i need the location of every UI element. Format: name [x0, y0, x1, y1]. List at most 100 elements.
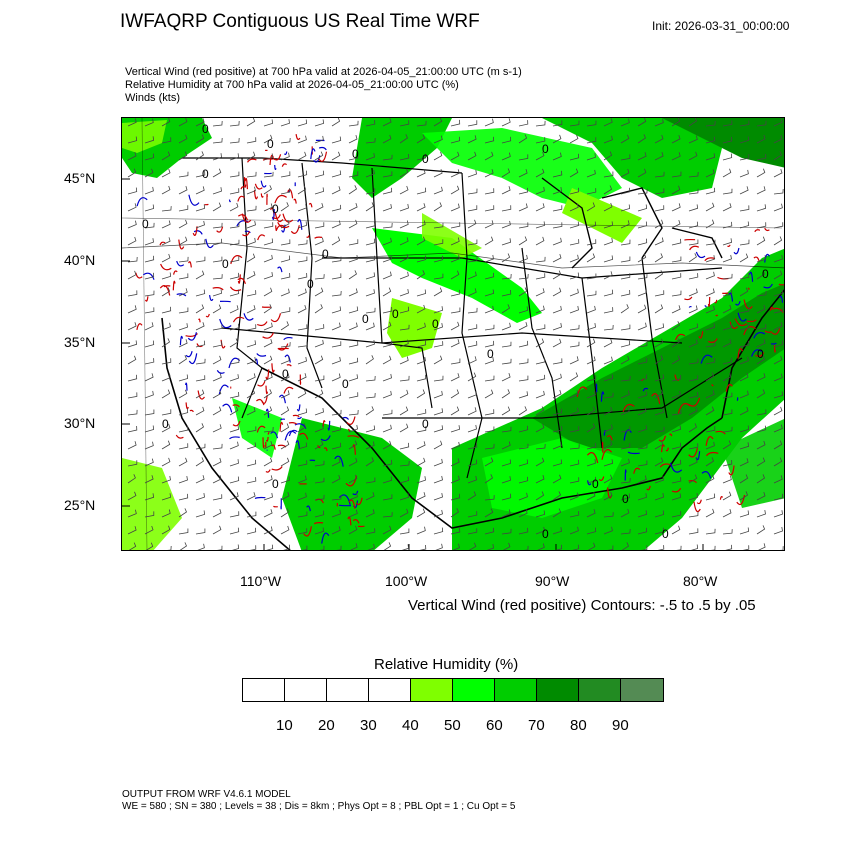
wind-barb	[314, 274, 325, 280]
wind-barb	[280, 272, 291, 280]
wind-barb	[280, 406, 290, 416]
wind-barb	[246, 511, 257, 518]
vertical-wind-contour	[256, 353, 267, 357]
wind-barb	[348, 255, 358, 263]
wind-barb	[654, 219, 664, 229]
wind-barb	[569, 444, 580, 450]
vertical-wind-contour	[715, 314, 719, 317]
wind-barb	[365, 272, 376, 280]
wind-barb	[739, 273, 750, 280]
wind-barb	[419, 544, 427, 550]
wind-barb	[297, 389, 307, 399]
contour-zero-label: 0	[142, 217, 149, 231]
wind-barb	[178, 374, 189, 382]
wind-barb	[501, 528, 512, 535]
wind-barb	[297, 475, 307, 484]
vertical-wind-contour	[733, 247, 740, 255]
wind-barb	[263, 440, 273, 450]
wind-barb	[621, 542, 630, 550]
wind-barb	[722, 203, 732, 212]
vertical-wind-contour	[342, 416, 350, 420]
wind-barb	[314, 254, 324, 263]
vertical-wind-contour	[719, 496, 724, 500]
vertical-wind-contour	[688, 447, 698, 458]
wind-barb	[195, 457, 205, 467]
wind-barb	[280, 491, 290, 501]
vertical-wind-contour	[318, 151, 328, 162]
wind-barb	[620, 508, 630, 518]
footer-config: WE = 580 ; SN = 380 ; Levels = 38 ; Dis …	[122, 801, 516, 812]
vertical-wind-contour	[205, 238, 214, 249]
wind-barb	[314, 408, 324, 416]
wind-barb	[161, 306, 172, 314]
wind-barb	[688, 288, 698, 297]
wind-barb	[399, 185, 409, 195]
wind-barb	[127, 474, 136, 484]
wind-barb	[246, 356, 256, 365]
wind-barb	[331, 118, 341, 127]
vertical-wind-contour	[696, 499, 702, 505]
wind-barb	[314, 202, 324, 212]
wind-barb	[450, 254, 460, 263]
vertical-wind-contour	[606, 435, 613, 441]
wind-barb	[501, 136, 512, 144]
wind-barb	[535, 120, 546, 127]
wind-barb	[637, 460, 648, 467]
wind-barb	[691, 544, 699, 550]
wind-barb	[416, 526, 426, 535]
wind-barb	[195, 340, 206, 348]
wind-barb	[756, 339, 766, 348]
wind-barb	[229, 188, 240, 195]
wind-barb	[688, 151, 698, 161]
wind-barb	[433, 458, 443, 467]
vertical-wind-contour	[624, 469, 627, 481]
wind-barb	[197, 543, 205, 550]
vertical-wind-contour	[737, 348, 744, 359]
vertical-wind-contour	[218, 384, 229, 395]
wind-barb	[450, 307, 461, 314]
vertical-wind-contour	[265, 385, 268, 395]
wind-barb	[620, 375, 631, 382]
wind-barb	[756, 154, 767, 161]
legend-label: 60	[486, 717, 503, 734]
wind-barb	[246, 442, 257, 450]
wind-barb	[212, 289, 223, 297]
wind-barb	[484, 409, 495, 416]
wind-barb	[331, 186, 341, 195]
wind-barb	[433, 493, 443, 501]
wind-barb	[144, 255, 155, 263]
wind-barb	[280, 508, 289, 518]
wind-barb	[127, 409, 138, 416]
vertical-wind-contour	[755, 352, 765, 357]
lat-label-30n: 30°N	[64, 415, 96, 431]
wind-barb	[212, 443, 223, 450]
wind-barb	[467, 271, 477, 280]
wind-barb	[654, 323, 665, 331]
wind-barb	[586, 221, 597, 229]
wind-barb	[161, 457, 171, 467]
vertical-wind-contour	[179, 335, 184, 346]
wind-barb	[535, 423, 545, 433]
wind-barb	[756, 168, 766, 178]
wind-barb	[773, 188, 784, 195]
vertical-wind-contour	[708, 338, 718, 343]
wind-barb	[382, 373, 392, 382]
wind-barb	[637, 527, 648, 535]
wind-barb	[127, 392, 138, 399]
wind-barb	[314, 375, 325, 382]
wind-barb	[212, 304, 222, 314]
vertical-wind-contour	[748, 271, 754, 282]
vertical-wind-contour	[272, 214, 281, 220]
wind-barb	[739, 340, 750, 348]
wind-barb	[739, 406, 749, 416]
wind-barb	[535, 203, 545, 212]
vertical-wind-contour	[688, 305, 692, 308]
wind-barb	[654, 355, 664, 365]
wind-barb	[331, 494, 342, 501]
wind-barb	[603, 118, 613, 127]
contour-zero-label: 0	[352, 147, 359, 161]
vertical-wind-contour	[287, 189, 294, 199]
wind-barb	[280, 239, 291, 246]
wind-barb	[433, 239, 444, 246]
wind-barb	[331, 391, 342, 399]
